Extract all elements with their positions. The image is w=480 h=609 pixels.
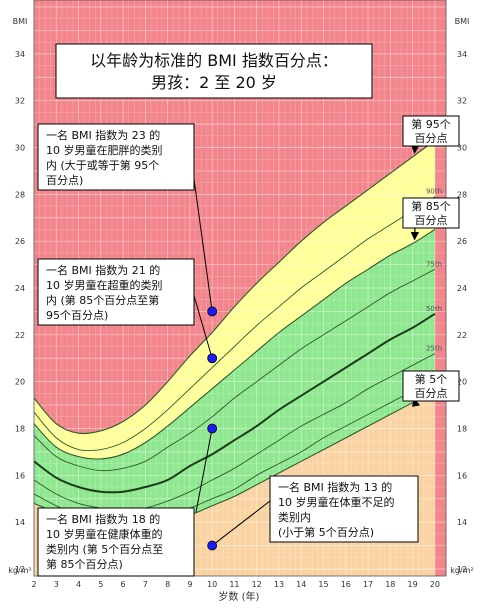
data-point: [208, 354, 217, 363]
y-tick-label-right: 16: [457, 471, 467, 480]
y-axis-label-right: BMI: [455, 17, 470, 26]
callout-text: 第 95个: [411, 117, 451, 131]
annotation-text: 百分点): [46, 174, 83, 187]
y-tick-label-right: 18: [457, 424, 467, 433]
x-tick-label: 3: [54, 580, 59, 589]
y-tick-label-right: 22: [457, 331, 467, 340]
y-tick-label-left: 20: [15, 378, 25, 387]
y-tick-label-left: 14: [15, 518, 25, 527]
x-tick-label: 8: [165, 580, 170, 589]
callout-text: 百分点: [415, 214, 448, 227]
x-axis-label: 岁数 (年): [218, 590, 259, 603]
y-tick-label-left: 28: [15, 190, 25, 199]
x-tick-label: 18: [385, 580, 395, 589]
y-tick-label-right: 34: [457, 50, 467, 59]
y-tick-label-left: 30: [15, 144, 25, 153]
annotation-text: 一名 BMI 指数为 21 的: [46, 263, 160, 277]
annotation-text: 一名 BMI 指数为 18 的: [46, 512, 160, 526]
annotation-text: 一名 BMI 指数为 13 的: [278, 480, 392, 494]
title-box: 以年龄为标准的 BMI 指数百分点： 男孩：2 至 20 岁: [56, 44, 372, 98]
x-tick-label: 17: [363, 580, 373, 589]
y-tick-label-left: 34: [15, 50, 25, 59]
data-point: [208, 424, 217, 433]
annotation-text: 10 岁男童在肥胖的类别: [46, 143, 163, 157]
annotation-text: 第 85个百分点): [46, 557, 123, 571]
y-tick-label-left: 22: [15, 331, 25, 340]
annotation-text: 内 (大于或等于第 95个: [46, 158, 159, 172]
annotation-text: 10 岁男童在健康体重的: [46, 527, 163, 541]
x-tick-label: 15: [318, 580, 328, 589]
callout-text: 第 85个: [411, 199, 451, 213]
percentile-label-25th: 25th: [426, 345, 442, 353]
data-point: [208, 541, 217, 550]
annotation-text: 10 岁男童在体重不足的: [278, 495, 395, 509]
callout-text: 百分点: [415, 132, 448, 145]
annotation-text: 一名 BMI 指数为 23 的: [46, 128, 160, 142]
callout-text: 第 5个: [415, 372, 448, 386]
chart-title: 以年龄为标准的 BMI 指数百分点：: [90, 51, 338, 70]
annotation-text: (小于第 5个百分点): [278, 525, 374, 539]
x-tick-label: 6: [121, 580, 126, 589]
percentile-label-75th: 75th: [426, 260, 442, 268]
annotation-text: 类别内 (第 5个百分点至: [46, 542, 163, 556]
chart-subtitle: 男孩：2 至 20 岁: [151, 73, 277, 92]
y-tick-label-left: 16: [15, 471, 25, 480]
x-tick-label: 5: [98, 580, 103, 589]
y-tick-label-left: 32: [15, 97, 25, 106]
x-tick-label: 16: [341, 580, 351, 589]
x-tick-label: 2: [31, 580, 36, 589]
x-tick-label: 7: [143, 580, 148, 589]
x-tick-label: 4: [76, 580, 81, 589]
data-point: [208, 307, 217, 316]
x-tick-label: 20: [430, 580, 440, 589]
x-tick-label: 12: [252, 580, 262, 589]
annotation-text: 95个百分点): [46, 309, 108, 322]
y-tick-label-right: 24: [457, 284, 467, 293]
x-tick-label: 9: [187, 580, 192, 589]
y-tick-label-right: 14: [457, 518, 467, 527]
y-tick-label-left: 24: [15, 284, 25, 293]
y-tick-label-right: 26: [457, 237, 467, 246]
y-unit-left: kg/m²: [8, 566, 31, 575]
percentile-label-90th: 90th: [426, 188, 442, 196]
y-unit-right: kg/m²: [450, 566, 473, 575]
x-tick-label: 10: [207, 580, 217, 589]
y-tick-label-right: 32: [457, 97, 467, 106]
annotation-text: 类别内: [278, 510, 311, 524]
percentile-label-50th: 50th: [426, 305, 442, 313]
callout-text: 百分点: [415, 387, 448, 400]
annotation-text: 10 岁男童在超重的类别: [46, 278, 163, 292]
x-tick-label: 14: [296, 580, 306, 589]
y-tick-label-left: 18: [15, 424, 25, 433]
y-tick-label-left: 26: [15, 237, 25, 246]
y-axis-label-left: BMI: [13, 17, 28, 26]
annotation-text: 内 (第 85个百分点至第: [46, 293, 159, 307]
x-tick-label: 13: [274, 580, 284, 589]
x-tick-label: 19: [408, 580, 418, 589]
x-tick-label: 11: [229, 580, 239, 589]
